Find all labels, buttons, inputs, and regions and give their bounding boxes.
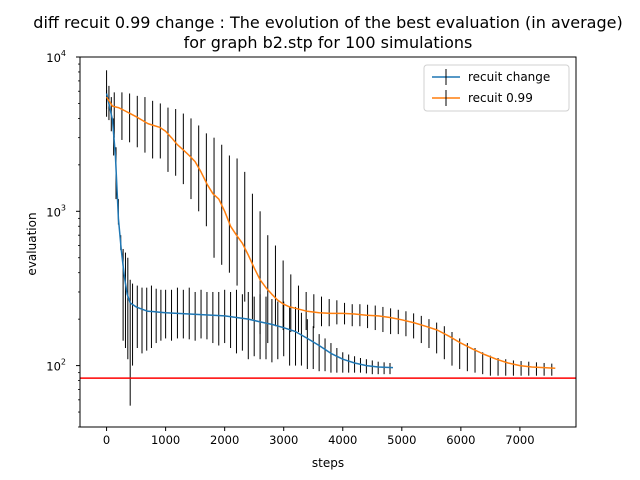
chart-title-line-1: diff recuit 0.99 change : The evolution … — [33, 13, 622, 32]
y-tick-label: 104 — [46, 49, 66, 65]
legend-label-1: recuit change — [468, 70, 550, 84]
plot-area-frame — [79, 56, 577, 428]
x-tick-label: 7000 — [505, 433, 534, 447]
x-tick-label: 5000 — [387, 433, 416, 447]
x-axis: 0 1000 2000 3000 4000 5000 6000 7000 — [103, 427, 535, 447]
chart-title-line-2: for graph b2.stp for 100 simulations — [184, 33, 473, 52]
series-line-2 — [105, 96, 556, 370]
y-tick-label: 102 — [46, 358, 66, 374]
x-tick-label: 0 — [103, 433, 110, 447]
x-tick-label: 2000 — [210, 433, 239, 447]
plot-data — [80, 70, 576, 406]
chart-legend: recuit change recuit 0.99 — [423, 64, 570, 112]
series-line-1 — [105, 93, 394, 369]
y-axis-label: evaluation — [25, 212, 39, 275]
legend-label-2: recuit 0.99 — [468, 91, 533, 105]
x-tick-label: 1000 — [151, 433, 180, 447]
x-axis-label: steps — [312, 456, 344, 470]
x-tick-label: 6000 — [446, 433, 475, 447]
legend-box — [423, 64, 570, 112]
y-axis: 102 103 104 — [46, 49, 80, 428]
y-tick-label: 103 — [46, 203, 66, 219]
x-tick-label: 3000 — [269, 433, 298, 447]
x-tick-label: 4000 — [328, 433, 357, 447]
